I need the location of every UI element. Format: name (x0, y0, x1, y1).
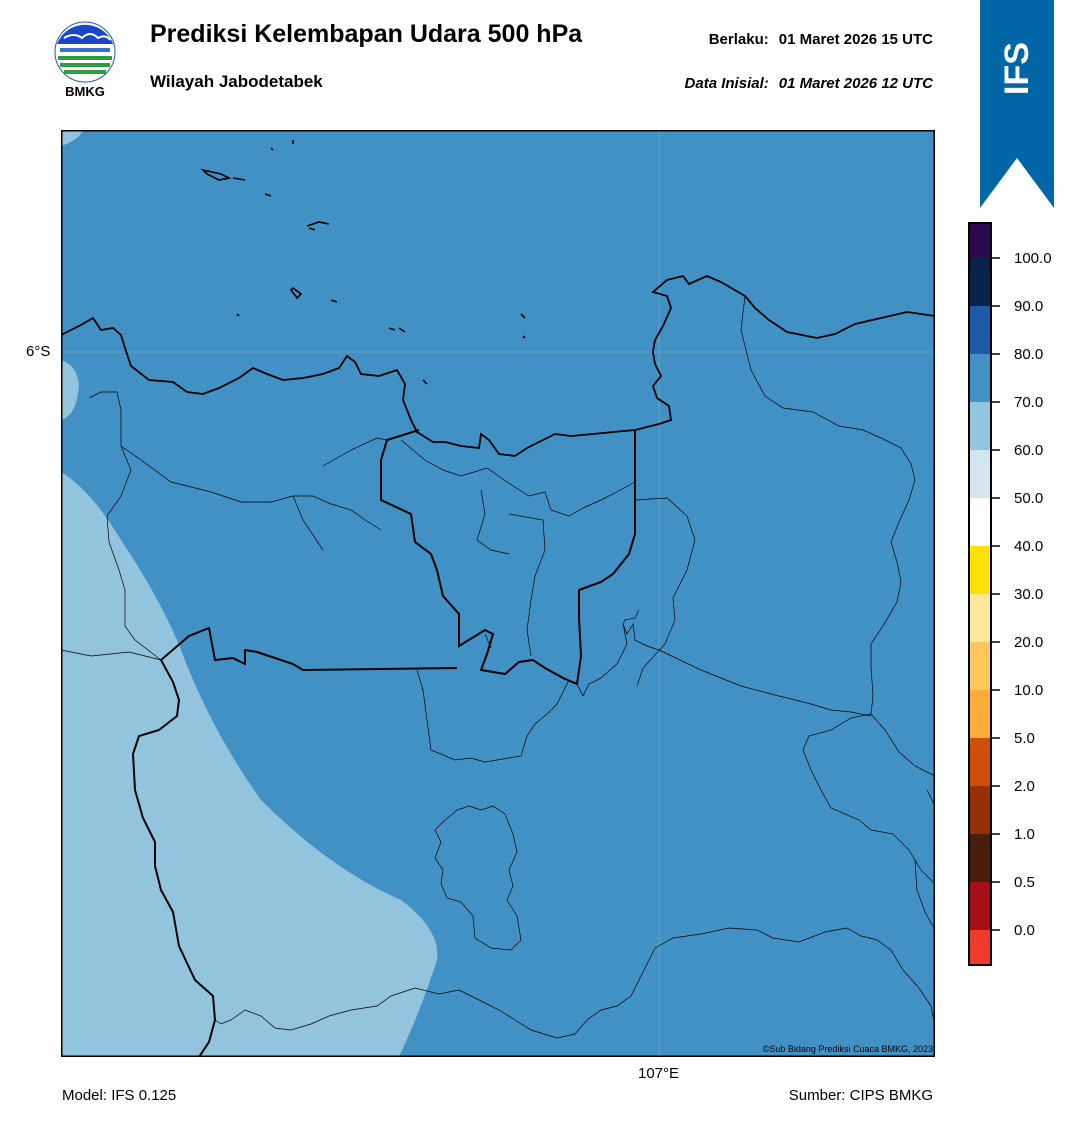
source-label: Sumber: CIPS BMKG (788, 1087, 933, 1104)
colorbar-label: 10.0 (1014, 682, 1044, 699)
ifs-badge-label: IFS (997, 41, 1036, 95)
init-label: Data Inisial: (684, 75, 769, 92)
colorbar-label: 2.0 (1014, 778, 1035, 795)
colorbar-label: 1.0 (1014, 826, 1035, 843)
colorbar-label: 90.0 (1014, 298, 1044, 315)
thousand-islands (200, 140, 526, 385)
copyright-notice: ©Sub Bidang Prediksi Cuaca BMKG, 2023 (762, 1044, 933, 1054)
humidity-map (61, 130, 935, 1057)
colorbar-label: 70.0 (1014, 394, 1044, 411)
jakarta-province-border (380, 429, 636, 686)
western-province-border (131, 659, 217, 1057)
regency-borders (61, 295, 935, 1039)
valid-time: Berlaku: 01 Maret 2026 15 UTC (709, 31, 933, 48)
colorbar-label: 40.0 (1014, 538, 1044, 555)
map-title: Prediksi Kelembapan Udara 500 hPa (150, 20, 583, 48)
colorbar-label: 60.0 (1014, 442, 1044, 459)
colorbar-label: 80.0 (1014, 346, 1044, 363)
banten-westjava-border (160, 626, 458, 672)
logo-text: BMKG (65, 84, 105, 99)
init-value: 01 Maret 2026 12 UTC (778, 75, 933, 92)
colorbar-label: 0.5 (1014, 874, 1035, 891)
colorbar-label: 50.0 (1014, 490, 1044, 507)
latitude-label: 6°S (26, 343, 51, 360)
valid-value: 01 Maret 2026 15 UTC (778, 31, 933, 48)
map-subtitle: Wilayah Jabodetabek (150, 72, 323, 91)
initial-time: Data Inisial: 01 Maret 2026 12 UTC (685, 75, 933, 92)
bmkg-logo: BMKG (52, 20, 118, 100)
model-label: Model: IFS 0.125 (62, 1087, 177, 1104)
bmkg-emblem-icon (54, 21, 116, 83)
humidity-patch-corner (61, 130, 83, 146)
humidity-60-70-region (61, 472, 438, 1057)
colorbar (968, 222, 992, 966)
ifs-badge (980, 0, 1054, 208)
colorbar-label: 5.0 (1014, 730, 1035, 747)
valid-label: Berlaku: (708, 31, 769, 48)
colorbar-label: 100.0 (1014, 250, 1052, 267)
colorbar-label: 20.0 (1014, 634, 1044, 651)
colorbar-label: 30.0 (1014, 586, 1044, 603)
coastline (61, 274, 935, 457)
humidity-patch-west (61, 360, 79, 420)
longitude-label: 107°E (638, 1065, 680, 1082)
colorbar-label: 0.0 (1014, 922, 1035, 939)
